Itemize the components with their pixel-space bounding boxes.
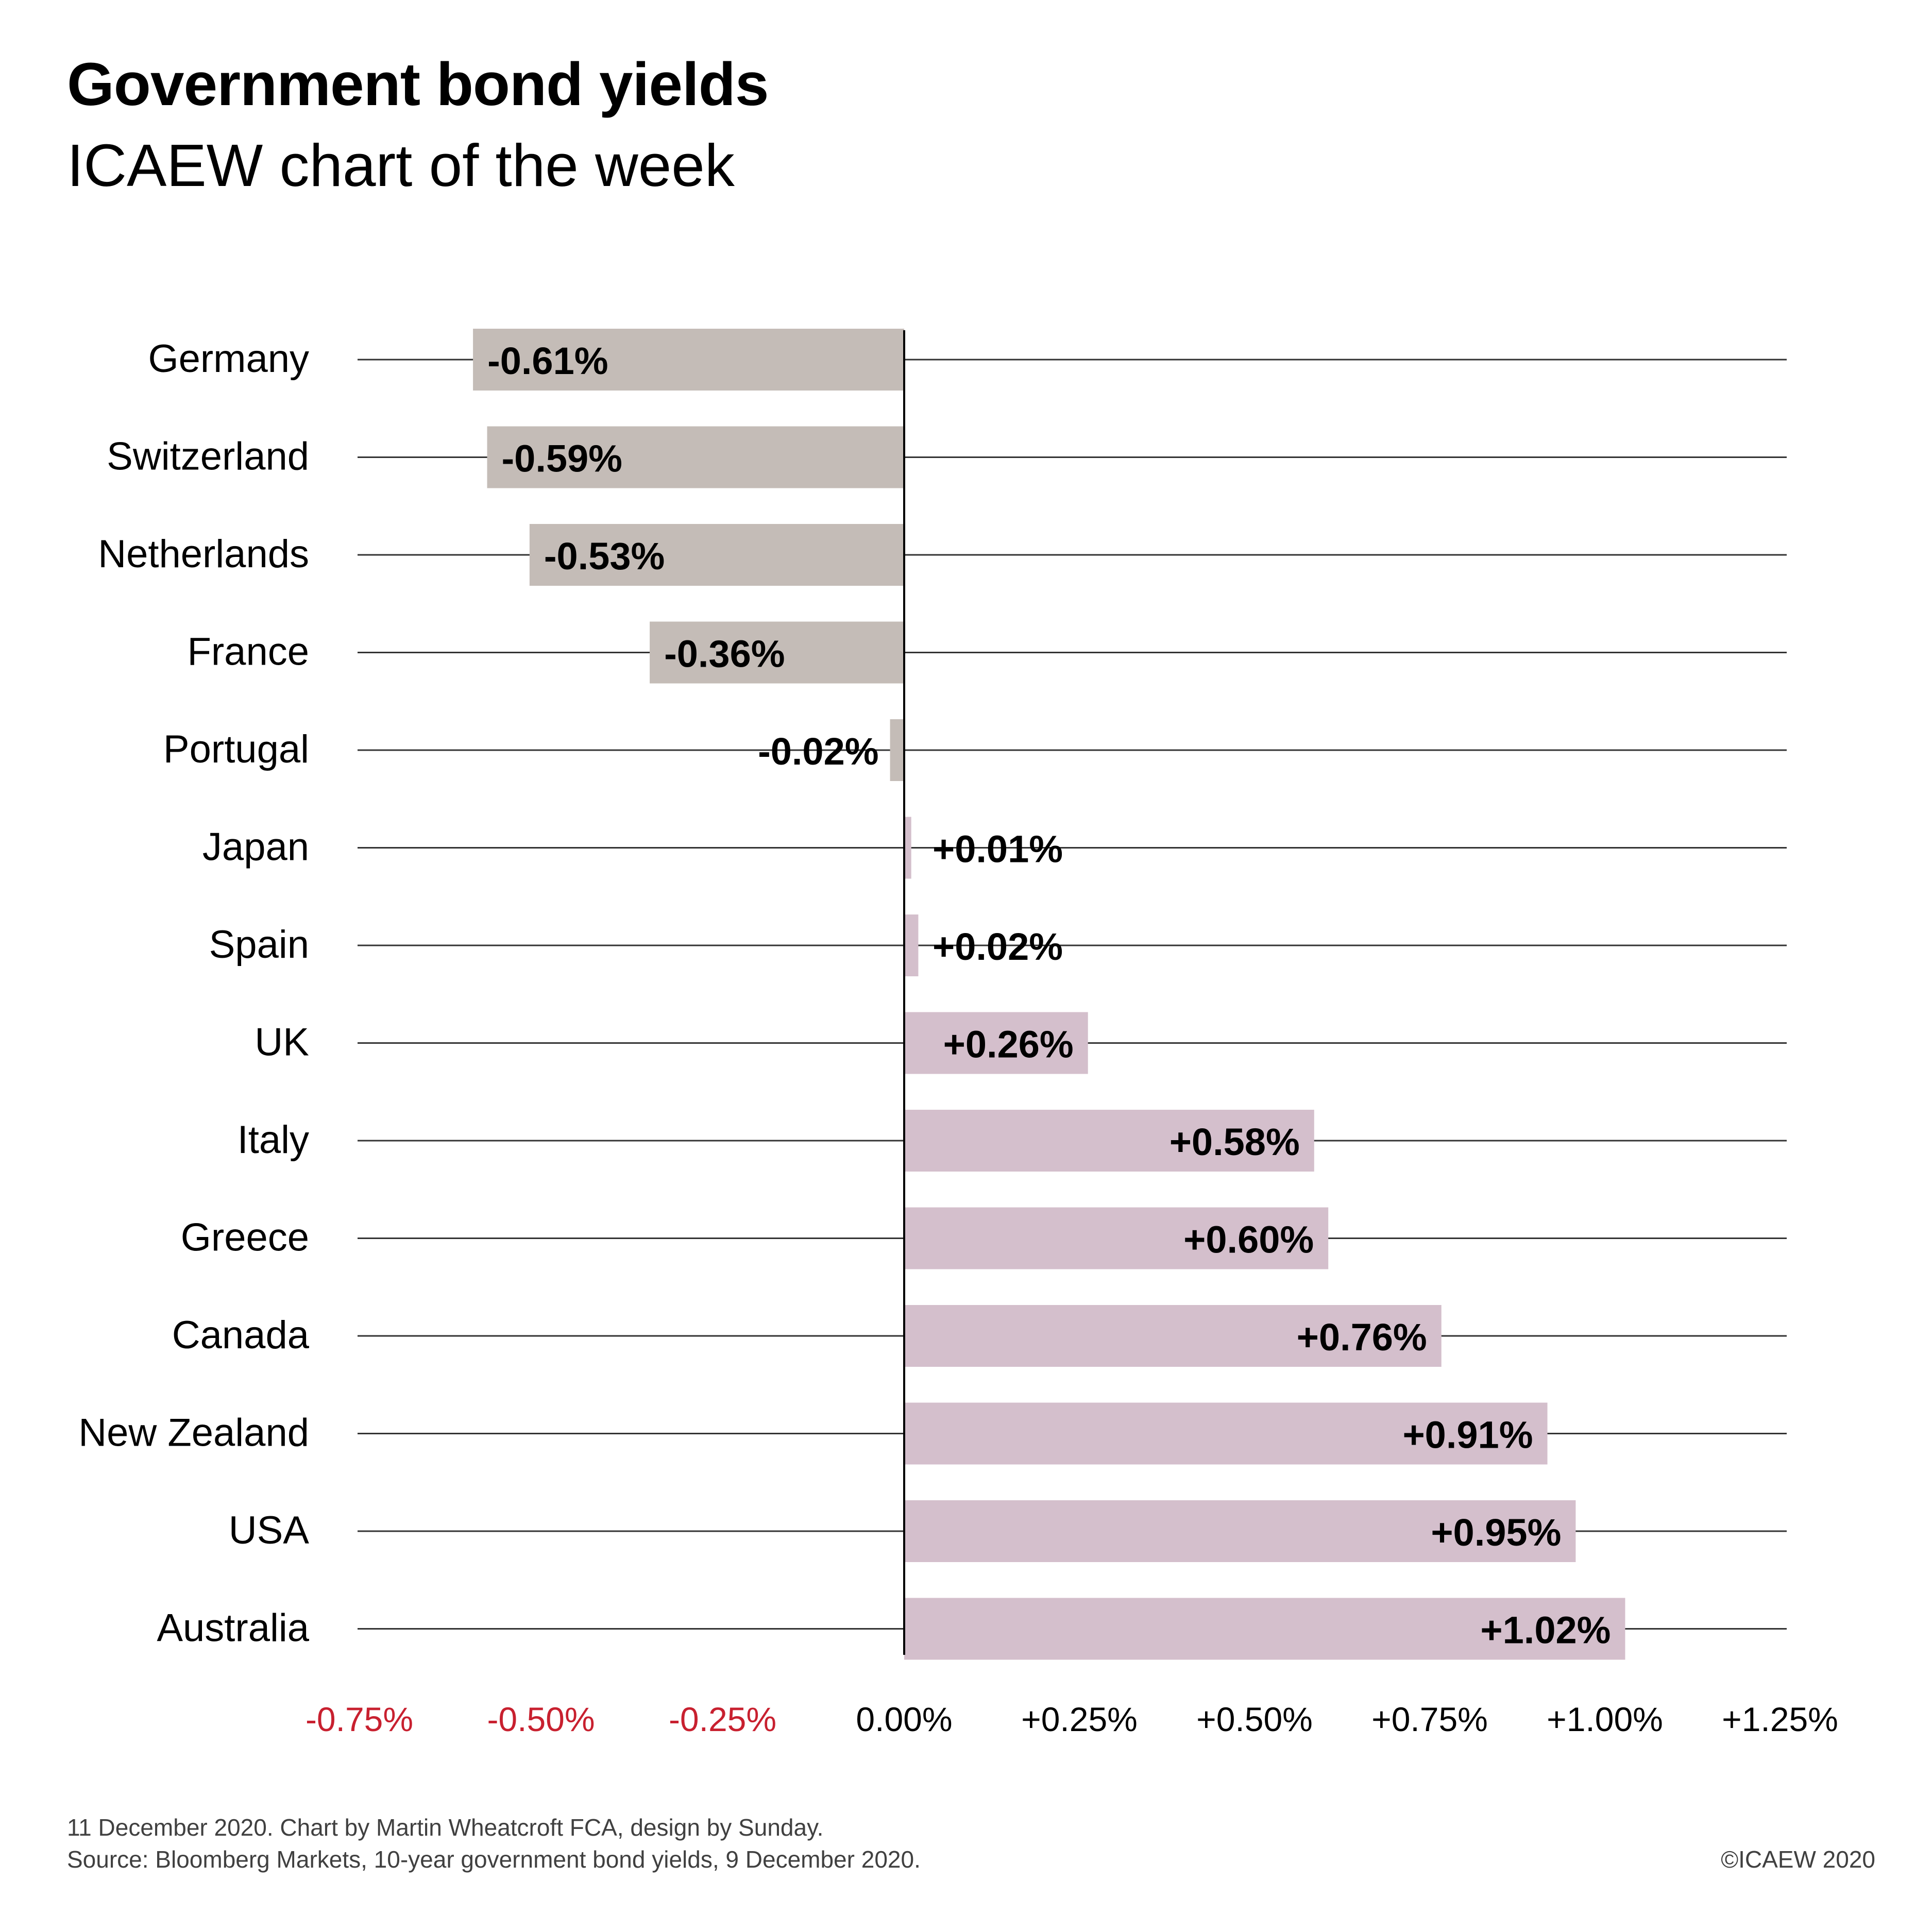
bar-greece: [904, 1207, 1329, 1269]
data-label: +0.01%: [933, 828, 1063, 871]
x-tick-label: -0.25%: [669, 1700, 776, 1738]
category-label: Switzerland: [107, 435, 309, 479]
category-label: Australia: [157, 1606, 309, 1650]
category-label: Canada: [172, 1313, 310, 1357]
x-tick-label: +0.75%: [1371, 1700, 1488, 1738]
data-label: -0.36%: [664, 633, 785, 675]
bar-canada: [904, 1305, 1442, 1367]
data-label: +0.95%: [1431, 1511, 1561, 1554]
category-label: Netherlands: [98, 532, 309, 576]
x-tick-label: 0.00%: [856, 1700, 952, 1738]
data-label: -0.53%: [544, 535, 665, 578]
category-label: Japan: [202, 825, 309, 869]
footer-source: Source: Bloomberg Markets, 10-year gover…: [67, 1846, 921, 1873]
data-labels: -0.61% -0.59% -0.53% -0.36% -0.02% +0.01% +0.0…: [487, 340, 1611, 1652]
category-labels: Germany Switzerland Netherlands France Portu…: [78, 337, 310, 1650]
footer-credit: 11 December 2020. Chart by Martin Wheatc…: [67, 1814, 824, 1841]
category-label: USA: [229, 1509, 310, 1552]
data-label: +0.76%: [1297, 1316, 1427, 1359]
x-tick-label: +1.25%: [1722, 1700, 1838, 1738]
x-tick-labels: -0.75% -0.50% -0.25% 0.00% +0.25% +0.50% +0.75…: [306, 1700, 1838, 1738]
category-label: Portugal: [163, 727, 309, 771]
category-label: UK: [255, 1021, 309, 1064]
bar-switzerland: [487, 426, 904, 488]
data-label: -0.59%: [502, 437, 622, 480]
bar-japan: [904, 817, 911, 879]
category-label: Germany: [148, 337, 309, 381]
data-label: +0.26%: [943, 1023, 1074, 1066]
category-label: New Zealand: [78, 1411, 309, 1455]
bar-portugal: [890, 719, 904, 781]
category-label: France: [187, 630, 309, 674]
bar-usa: [904, 1500, 1576, 1562]
bar-australia: [904, 1598, 1625, 1660]
category-label: Spain: [209, 923, 309, 967]
bar-uk: [904, 1012, 1088, 1074]
copyright: ©ICAEW 2020: [1721, 1846, 1875, 1873]
x-tick-label: -0.75%: [306, 1700, 413, 1738]
category-label: Italy: [238, 1118, 309, 1162]
chart-title: Government bond yields: [67, 50, 769, 118]
data-label: +0.91%: [1402, 1414, 1533, 1456]
data-label: +0.60%: [1183, 1218, 1314, 1261]
data-label: -0.61%: [487, 340, 608, 382]
x-tick-label: +1.00%: [1547, 1700, 1663, 1738]
bar-netherlands: [529, 524, 904, 586]
bar-italy: [904, 1110, 1314, 1172]
x-tick-label: +0.50%: [1196, 1700, 1313, 1738]
x-tick-label: +0.25%: [1021, 1700, 1138, 1738]
bar-france: [650, 621, 904, 684]
data-label: -0.02%: [758, 730, 878, 773]
chart-subtitle: ICAEW chart of the week: [67, 132, 735, 199]
bars: [473, 329, 1625, 1660]
bar-spain: [904, 914, 919, 976]
data-label: +0.02%: [933, 925, 1063, 968]
category-label: Greece: [181, 1216, 309, 1260]
data-label: +1.02%: [1480, 1609, 1611, 1652]
bar-germany: [473, 329, 904, 391]
x-tick-label: -0.50%: [487, 1700, 595, 1738]
data-label: +0.58%: [1170, 1121, 1300, 1163]
bar-new-zealand: [904, 1402, 1548, 1465]
